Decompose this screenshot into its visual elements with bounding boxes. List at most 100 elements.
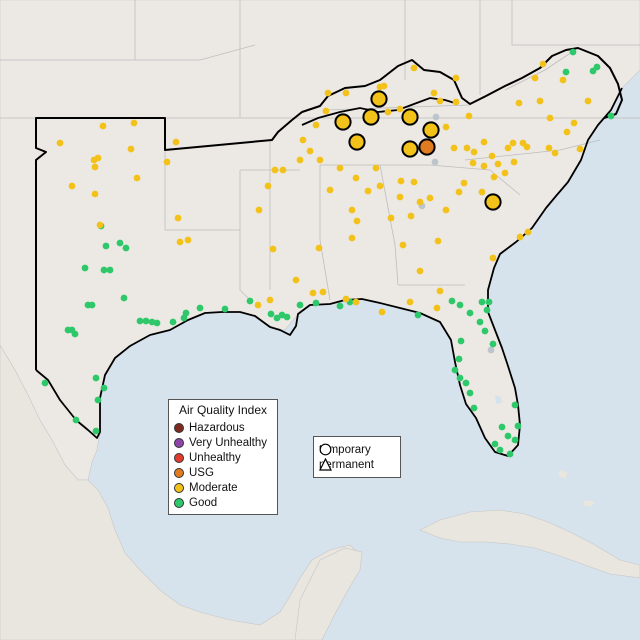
moderate-station-marker xyxy=(545,144,553,152)
unhealthy-swatch xyxy=(174,453,184,463)
moderate-station-marker xyxy=(434,237,442,245)
good-station-marker xyxy=(511,436,519,444)
good-station-marker xyxy=(481,327,489,335)
moderate-station-marker xyxy=(523,143,531,151)
moderate-station-marker xyxy=(539,60,547,68)
good-station-marker xyxy=(466,389,474,397)
temporary-station-marker xyxy=(484,193,502,211)
legend-label: permanent xyxy=(319,459,374,471)
moderate-station-marker xyxy=(94,154,102,162)
moderate-station-marker xyxy=(442,206,450,214)
moderate-station-marker xyxy=(271,166,279,174)
temporary-station-marker xyxy=(422,121,440,139)
moderate-station-marker xyxy=(309,289,317,297)
moderate-station-marker xyxy=(99,122,107,130)
moderate-station-marker xyxy=(433,304,441,312)
moderate-station-marker xyxy=(488,152,496,160)
temporary-station-marker xyxy=(401,108,419,126)
moderate-station-marker xyxy=(372,164,380,172)
moderate-station-marker xyxy=(342,295,350,303)
good-station-marker xyxy=(273,314,281,322)
temporary-station-marker xyxy=(348,133,366,151)
good-station-marker xyxy=(94,396,102,404)
moderate-station-marker xyxy=(279,166,287,174)
moderate-station-marker xyxy=(470,148,478,156)
good-swatch xyxy=(174,498,184,508)
moderate-station-marker xyxy=(460,179,468,187)
moderate-station-marker xyxy=(563,128,571,136)
legend-item-very-unhealthy: Very Unhealthy xyxy=(174,436,267,450)
good-station-marker xyxy=(562,68,570,76)
good-station-marker xyxy=(470,404,478,412)
good-station-marker xyxy=(455,355,463,363)
moderate-station-marker xyxy=(68,182,76,190)
moderate-station-marker xyxy=(324,89,332,97)
moderate-station-marker xyxy=(436,97,444,105)
moderate-station-marker xyxy=(450,144,458,152)
moderate-station-marker xyxy=(426,194,434,202)
land-cuba xyxy=(419,509,640,579)
legend-label: USG xyxy=(189,467,214,479)
legend-item-temporary: temporary xyxy=(319,443,371,457)
moderate-station-marker xyxy=(376,83,384,91)
good-station-marker xyxy=(457,337,465,345)
good-station-marker xyxy=(485,298,493,306)
moderate-station-marker xyxy=(452,98,460,106)
good-station-marker xyxy=(267,310,275,318)
usg-swatch xyxy=(174,468,184,478)
very-unhealthy-swatch xyxy=(174,438,184,448)
good-station-marker xyxy=(448,297,456,305)
moderate-station-marker xyxy=(322,107,330,115)
good-station-marker xyxy=(81,264,89,272)
good-station-marker xyxy=(593,63,601,71)
moderate-station-marker xyxy=(376,182,384,190)
moderate-station-marker xyxy=(96,221,104,229)
moderate-station-marker xyxy=(130,119,138,127)
moderate-station-marker xyxy=(172,138,180,146)
legend-label: Moderate xyxy=(189,482,238,494)
moderate-station-marker xyxy=(163,158,171,166)
moderate-station-marker xyxy=(515,99,523,107)
moderate-station-marker xyxy=(342,89,350,97)
good-station-marker xyxy=(607,112,615,120)
moderate-station-marker xyxy=(264,182,272,190)
moderate-station-marker xyxy=(127,145,135,153)
moderate-station-marker xyxy=(465,112,473,120)
moderate-station-marker xyxy=(410,64,418,72)
moderate-station-marker xyxy=(91,190,99,198)
moderate-station-marker xyxy=(91,163,99,171)
circle-icon xyxy=(319,443,332,456)
moderate-station-marker xyxy=(524,228,532,236)
legend-item-usg: USG xyxy=(174,466,214,480)
moderate-station-marker xyxy=(299,136,307,144)
good-stations xyxy=(41,48,615,458)
lake-okeechobee xyxy=(495,395,502,404)
legend-label: Good xyxy=(189,497,218,509)
good-station-marker xyxy=(72,416,80,424)
moderate-station-marker xyxy=(319,288,327,296)
moderate-station-marker xyxy=(480,162,488,170)
no-data-station-marker xyxy=(487,346,495,354)
no-data-station-marker xyxy=(432,113,440,121)
moderate-station-marker xyxy=(490,173,498,181)
temporary-station-marker xyxy=(362,108,380,126)
coastline-outline xyxy=(35,87,623,457)
good-station-marker xyxy=(100,384,108,392)
good-station-marker xyxy=(246,297,254,305)
good-station-marker xyxy=(283,313,291,321)
moderate-station-marker xyxy=(576,145,584,153)
good-station-marker xyxy=(569,48,577,56)
good-station-marker xyxy=(120,294,128,302)
moderate-station-marker xyxy=(584,97,592,105)
no-data-stations xyxy=(418,113,495,354)
moderate-station-marker xyxy=(348,206,356,214)
land-yucatan xyxy=(294,547,363,640)
good-station-marker xyxy=(136,317,144,325)
legend-item-unhealthy: Unhealthy xyxy=(174,451,241,465)
moderate-stations xyxy=(56,60,592,316)
good-station-marker xyxy=(462,379,470,387)
good-station-marker xyxy=(511,401,519,409)
legend-label: Hazardous xyxy=(189,422,245,434)
